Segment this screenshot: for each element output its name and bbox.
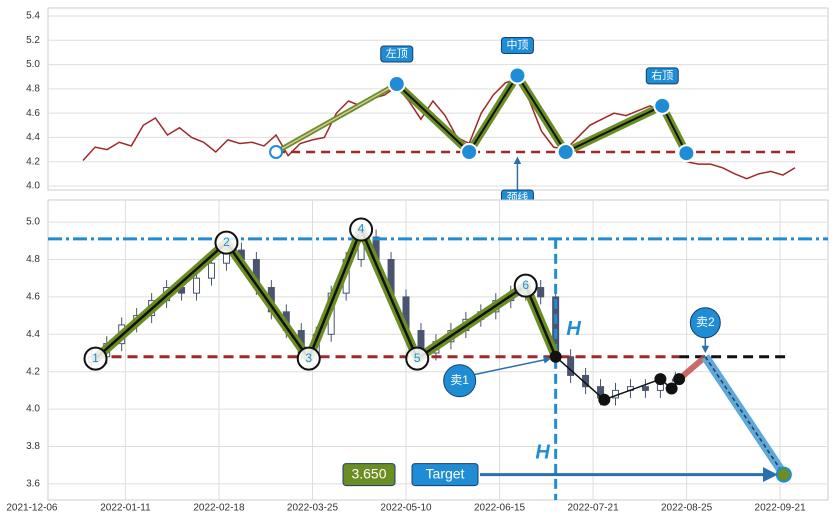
pattern-point <box>677 144 696 163</box>
pattern-point <box>460 142 479 161</box>
y-tick-label: 4.0 <box>26 404 40 415</box>
pattern-point <box>349 217 374 242</box>
sell1-label: 卖1 <box>450 373 469 387</box>
x-tick-label: 2022-02-18 <box>193 503 245 514</box>
pattern-label: 2 <box>223 235 230 249</box>
pattern-label-box <box>380 45 414 63</box>
candle-body <box>207 262 215 279</box>
y-tick-label: 4.4 <box>26 132 40 143</box>
pullback-point <box>673 373 686 386</box>
sell2-label: 卖2 <box>696 315 715 329</box>
pullback-point <box>598 393 611 406</box>
pattern-label-box <box>500 37 534 55</box>
top-panel <box>47 7 829 191</box>
y-tick-label: 5.4 <box>26 11 40 22</box>
y-tick-label: 5.0 <box>26 59 40 70</box>
pattern-segment <box>468 74 519 153</box>
pattern-label: 3 <box>305 351 312 365</box>
sell1-pointer <box>473 356 552 376</box>
height-label: H <box>566 318 581 340</box>
pattern-point <box>405 346 430 371</box>
candle-body <box>567 356 575 376</box>
sell1-marker <box>443 364 477 398</box>
y-tick-label: 5.0 <box>26 217 40 228</box>
y-tick-label: 4.8 <box>26 254 40 265</box>
pattern-segment <box>359 229 419 360</box>
pattern-label: 4 <box>358 222 365 236</box>
pattern-label: 中顶 <box>506 38 528 51</box>
x-tick-label: 2022-05-10 <box>380 503 432 514</box>
pattern-label: 6 <box>522 278 529 292</box>
candle-body <box>641 386 649 391</box>
pattern-point <box>513 273 538 298</box>
y-tick-label: 4.6 <box>26 108 40 119</box>
candle-body <box>193 277 201 294</box>
pattern-point <box>296 346 321 371</box>
pullback-point <box>549 350 562 363</box>
pattern-label-box <box>645 67 679 85</box>
y-tick-label: 4.0 <box>26 181 40 192</box>
pullback-point <box>654 373 667 386</box>
y-tick-label: 5.2 <box>26 35 40 46</box>
target-point <box>775 466 792 483</box>
y-tick-label: 4.8 <box>26 84 40 95</box>
target-value-box <box>342 463 396 487</box>
target-label: Target <box>426 465 465 481</box>
y-tick-label: 4.2 <box>26 366 40 377</box>
pattern-point <box>508 66 527 85</box>
pattern-point <box>387 75 406 94</box>
pattern-point <box>83 346 108 371</box>
pullback-point <box>665 382 678 395</box>
x-tick-label: 2022-07-21 <box>567 503 619 514</box>
candle-body <box>537 287 545 298</box>
y-tick-label: 4.6 <box>26 292 40 303</box>
x-tick-label: 2022-03-25 <box>287 503 339 514</box>
pattern-segment <box>516 74 567 153</box>
x-tick-label: 2022-09-21 <box>755 503 807 514</box>
pattern-arrow-core <box>275 83 399 153</box>
height-label: H <box>535 441 550 463</box>
pattern-point <box>269 144 284 159</box>
x-tick-label: 2021-12-06 <box>6 503 58 514</box>
pullback-line <box>555 356 673 401</box>
y-tick-label: 4.2 <box>26 156 40 167</box>
pattern-label: 1 <box>92 351 99 365</box>
sell2-marker <box>689 307 721 339</box>
pattern-point <box>653 96 672 115</box>
y-tick-label: 3.6 <box>26 479 40 490</box>
target-path-core <box>704 356 785 475</box>
pattern-point <box>214 230 239 255</box>
pattern-segment <box>524 285 557 358</box>
pattern-label: 5 <box>414 351 421 365</box>
target-label-box <box>411 463 479 487</box>
pattern-segment <box>94 241 228 360</box>
y-tick-label: 4.4 <box>26 329 40 340</box>
target-value: 3.650 <box>351 465 386 481</box>
x-tick-label: 2022-08-25 <box>661 503 713 514</box>
y-tick-label: 3.8 <box>26 441 40 452</box>
pattern-segment <box>416 284 527 360</box>
x-tick-label: 2022-06-15 <box>474 503 526 514</box>
pattern-segment <box>565 104 663 153</box>
x-tick-label: 2022-01-11 <box>100 503 151 514</box>
pattern-segment <box>396 83 470 153</box>
pattern-label: 右顶 <box>651 68 673 82</box>
pattern-label: 左顶 <box>386 47 408 60</box>
pattern-segment <box>307 229 363 360</box>
pattern-segment <box>225 241 310 360</box>
pattern-point <box>556 142 575 161</box>
